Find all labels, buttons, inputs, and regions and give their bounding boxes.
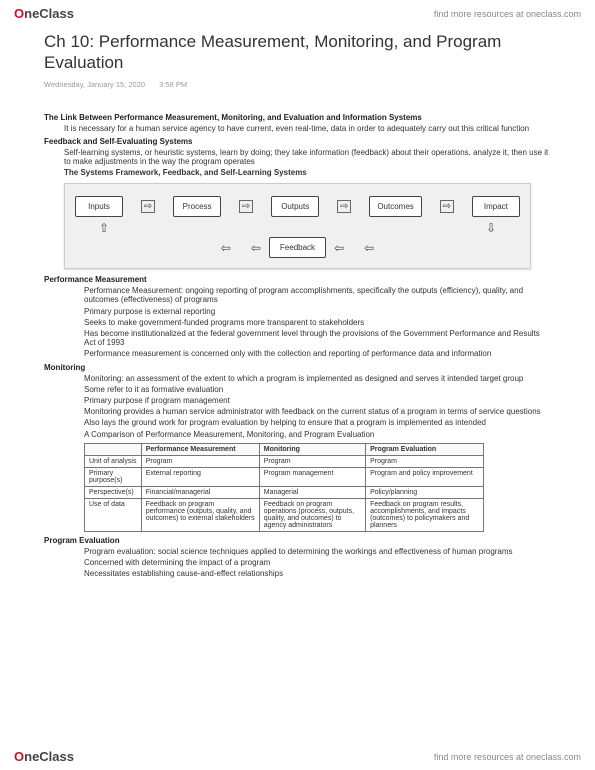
down-arrows: ⇧ ⇩ [75, 217, 520, 235]
body-text: Primary purpose is external reporting [84, 307, 551, 316]
section-link: The Link Between Performance Measurement… [44, 113, 551, 133]
node-outputs: Outputs [271, 196, 319, 217]
body-text: Has become institutionalized at the fede… [84, 329, 551, 347]
flow-row: Inputs ⇨ Process ⇨ Outputs ⇨ Outcomes ⇨ … [75, 196, 520, 217]
comparison-table: Performance Measurement Monitoring Progr… [84, 443, 484, 532]
body-text: It is necessary for a human service agen… [64, 124, 551, 133]
section-performance: Performance Measurement Performance Meas… [44, 275, 551, 358]
body-text: Monitoring provides a human service admi… [84, 407, 551, 416]
td: Program [141, 455, 259, 467]
brand-logo: OneClass [14, 6, 74, 21]
body-text: Some refer to it as formative evaluation [84, 385, 551, 394]
td: Use of data [85, 498, 142, 531]
table-caption: A Comparison of Performance Measurement,… [84, 430, 551, 439]
body-text: Monitoring: an assessment of the extent … [84, 374, 551, 383]
page-title: Ch 10: Performance Measurement, Monitori… [44, 31, 551, 74]
arrow-right-icon: ⇨ [337, 200, 351, 213]
th: Performance Measurement [141, 443, 259, 455]
td: External reporting [141, 467, 259, 486]
arrow-left-icon: ⇦ [364, 241, 374, 255]
logo-letter: O [14, 749, 24, 764]
feedback-row: ⇦ ⇦ Feedback ⇦ ⇦ [75, 237, 520, 258]
section-heading: Performance Measurement [44, 275, 551, 284]
left-arrows: ⇦ ⇦ [221, 241, 261, 255]
section-monitoring: Monitoring Monitoring: an assessment of … [44, 363, 551, 439]
table-row: Unit of analysis Program Program Program [85, 455, 484, 467]
td: Perspective(s) [85, 486, 142, 498]
td: Unit of analysis [85, 455, 142, 467]
arrow-right-icon: ⇨ [141, 200, 155, 213]
body-text: Seeks to make government-funded programs… [84, 318, 551, 327]
body-text: Necessitates establishing cause-and-effe… [84, 569, 551, 578]
node-inputs: Inputs [75, 196, 123, 217]
th: Monitoring [259, 443, 365, 455]
page-footer: OneClass find more resources at oneclass… [0, 745, 595, 768]
td: Managerial [259, 486, 365, 498]
table-row: Primary purpose(s) External reporting Pr… [85, 467, 484, 486]
arrow-down-icon: ⇩ [486, 221, 496, 235]
section-heading: Program Evaluation [44, 536, 551, 545]
arrow-left-icon: ⇦ [221, 241, 231, 255]
page-header: OneClass find more resources at oneclass… [0, 0, 595, 23]
logo-text: neClass [24, 749, 74, 764]
section-heading: The Link Between Performance Measurement… [44, 113, 551, 122]
body-text: Performance measurement is concerned onl… [84, 349, 551, 358]
body-text: Self-learning systems, or heuristic syst… [64, 148, 551, 166]
systems-diagram: Inputs ⇨ Process ⇨ Outputs ⇨ Outcomes ⇨ … [64, 183, 531, 269]
node-outcomes: Outcomes [369, 196, 421, 217]
td: Feedback on program performance (outputs… [141, 498, 259, 531]
logo-text: neClass [24, 6, 74, 21]
node-process: Process [173, 196, 221, 217]
table-row: Perspective(s) Financial/managerial Mana… [85, 486, 484, 498]
meta-date: Wednesday, January 15, 2020 [44, 80, 145, 89]
arrow-left-icon: ⇦ [251, 241, 261, 255]
td: Primary purpose(s) [85, 467, 142, 486]
td: Program [366, 455, 484, 467]
node-impact: Impact [472, 196, 520, 217]
section-heading: Feedback and Self-Evaluating Systems [44, 137, 551, 146]
meta-time: 3:58 PM [159, 80, 187, 89]
header-tagline[interactable]: find more resources at oneclass.com [434, 9, 581, 19]
arrow-right-icon: ⇨ [239, 200, 253, 213]
td: Program [259, 455, 365, 467]
page-meta: Wednesday, January 15, 2020 3:58 PM [44, 80, 551, 89]
arrow-right-icon: ⇨ [440, 200, 454, 213]
td: Program and policy improvement [366, 467, 484, 486]
section-evaluation: Program Evaluation Program evaluation: s… [44, 536, 551, 579]
brand-logo: OneClass [14, 749, 74, 764]
footer-tagline[interactable]: find more resources at oneclass.com [434, 752, 581, 762]
body-text: Also lays the ground work for program ev… [84, 418, 551, 427]
left-arrows: ⇦ ⇦ [334, 241, 374, 255]
body-text: Program evaluation: social science techn… [84, 547, 551, 556]
table-header-row: Performance Measurement Monitoring Progr… [85, 443, 484, 455]
section-feedback: Feedback and Self-Evaluating Systems Sel… [44, 137, 551, 178]
td: Feedback on program operations (process,… [259, 498, 365, 531]
subsection-heading: The Systems Framework, Feedback, and Sel… [64, 168, 551, 177]
node-feedback: Feedback [269, 237, 326, 258]
page-content: Ch 10: Performance Measurement, Monitori… [0, 31, 595, 578]
td: Financial/managerial [141, 486, 259, 498]
th: Program Evaluation [366, 443, 484, 455]
body-text: Performance Measurement: ongoing reporti… [84, 286, 551, 304]
td: Program management [259, 467, 365, 486]
body-text: Primary purpose if program management [84, 396, 551, 405]
table-row: Use of data Feedback on program performa… [85, 498, 484, 531]
td: Policy/planning [366, 486, 484, 498]
logo-letter: O [14, 6, 24, 21]
td: Feedback on program results, accomplishm… [366, 498, 484, 531]
body-text: Concerned with determining the impact of… [84, 558, 551, 567]
th [85, 443, 142, 455]
arrow-left-icon: ⇦ [334, 241, 344, 255]
section-heading: Monitoring [44, 363, 551, 372]
arrow-up-icon: ⇧ [99, 221, 109, 235]
